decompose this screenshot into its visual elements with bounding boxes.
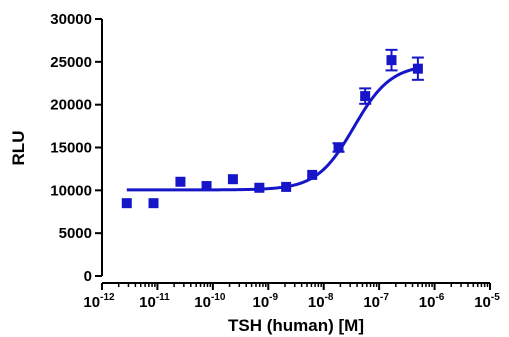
y-axis-title: RLU: [9, 131, 28, 166]
data-point: [228, 174, 238, 184]
x-tick-label: 10-11: [139, 292, 170, 311]
x-tick-label: 10-6: [419, 292, 445, 311]
data-point: [175, 177, 185, 187]
x-axis-title: TSH (human) [M]: [228, 316, 364, 335]
data-point: [386, 55, 396, 65]
y-tick-label: 30000: [50, 11, 92, 28]
y-tick-label: 15000: [50, 140, 92, 157]
data-point: [149, 198, 159, 208]
data-points-layer: [122, 50, 424, 208]
x-axis: 10-12 10-11 10-10 10-9 10-8 10-7 10-6 10-5: [83, 283, 500, 311]
x-tick-label: 10-7: [363, 292, 389, 311]
data-point: [281, 182, 291, 192]
data-point: [360, 91, 370, 101]
y-tick-label: 5000: [59, 225, 92, 242]
y-tick-label: 0: [84, 268, 92, 285]
fit-curve: [127, 68, 418, 190]
y-tick-label: 25000: [50, 54, 92, 71]
x-tick-label: 10-8: [308, 292, 334, 311]
x-tick-label: 10-5: [474, 292, 500, 311]
data-point: [413, 64, 423, 74]
data-point: [254, 183, 264, 193]
data-point: [122, 198, 132, 208]
y-axis: 0 5000 10000 15000 20000 25000 30000: [50, 11, 102, 285]
y-tick-label: 20000: [50, 97, 92, 114]
fit-curve-layer: [127, 68, 418, 190]
x-tick-label: 10-12: [83, 292, 115, 311]
data-point: [307, 170, 317, 180]
data-point: [202, 181, 212, 191]
y-tick-label: 10000: [50, 182, 92, 199]
data-point: [334, 143, 344, 153]
x-tick-label: 10-10: [194, 292, 226, 311]
x-tick-label: 10-9: [252, 292, 278, 311]
